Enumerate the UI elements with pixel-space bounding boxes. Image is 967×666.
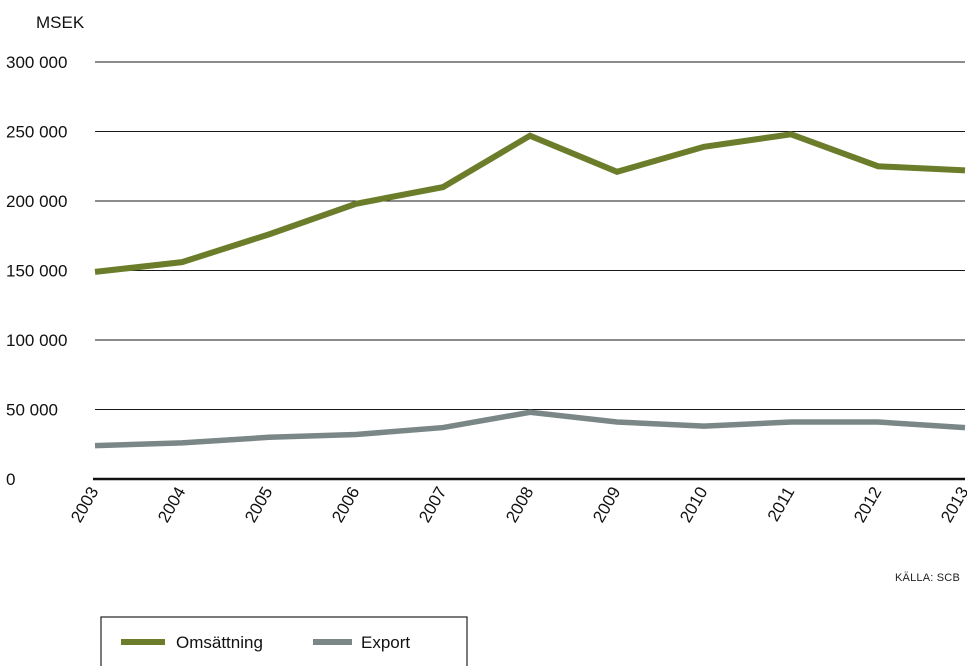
- legend: Omsättning Export: [100, 616, 468, 666]
- series-lines: [94, 131, 966, 449]
- source-note: KÄLLA: SCB: [895, 572, 960, 584]
- y-tick-label: 0: [6, 470, 15, 489]
- gridlines: [95, 61, 965, 410]
- x-tick-label: 2005: [241, 484, 276, 526]
- x-tick-label: 2003: [67, 484, 102, 526]
- legend-label-omsattning: Omsättning: [176, 633, 263, 652]
- x-axis-tick-labels: 2003 2004 2005 2006 2007 2008 2009 2010 2011 2012…: [67, 484, 967, 526]
- x-tick-label: 2008: [502, 484, 537, 526]
- y-tick-label: 200 000: [6, 192, 67, 211]
- y-tick-label: 150 000: [6, 262, 67, 281]
- y-tick-label: 100 000: [6, 331, 67, 350]
- y-tick-label: 250 000: [6, 123, 67, 142]
- x-tick-label: 2007: [415, 484, 450, 526]
- series-line-export: [94, 409, 966, 449]
- legend-swatch-export: [313, 639, 352, 645]
- x-tick-label: 2012: [850, 484, 885, 526]
- y-tick-label: 50 000: [6, 401, 58, 420]
- x-tick-label: 2013: [937, 484, 967, 526]
- legend-swatch-omsattning: [121, 639, 165, 645]
- series-line-omsattning: [94, 131, 966, 275]
- x-tick-label: 2011: [764, 484, 799, 525]
- x-tick-label: 2004: [154, 484, 189, 526]
- x-tick-label: 2010: [676, 484, 711, 526]
- y-tick-label: 300 000: [6, 53, 67, 72]
- y-axis-tick-labels: 0 50 000 100 000 150 000 200 000 250 000 300 0…: [6, 53, 67, 489]
- x-tick-label: 2009: [589, 484, 624, 526]
- x-tick-label: 2006: [328, 484, 363, 526]
- legend-box: [100, 616, 468, 666]
- legend-label-export: Export: [361, 633, 410, 652]
- y-axis-unit-label: MSEK: [36, 13, 85, 32]
